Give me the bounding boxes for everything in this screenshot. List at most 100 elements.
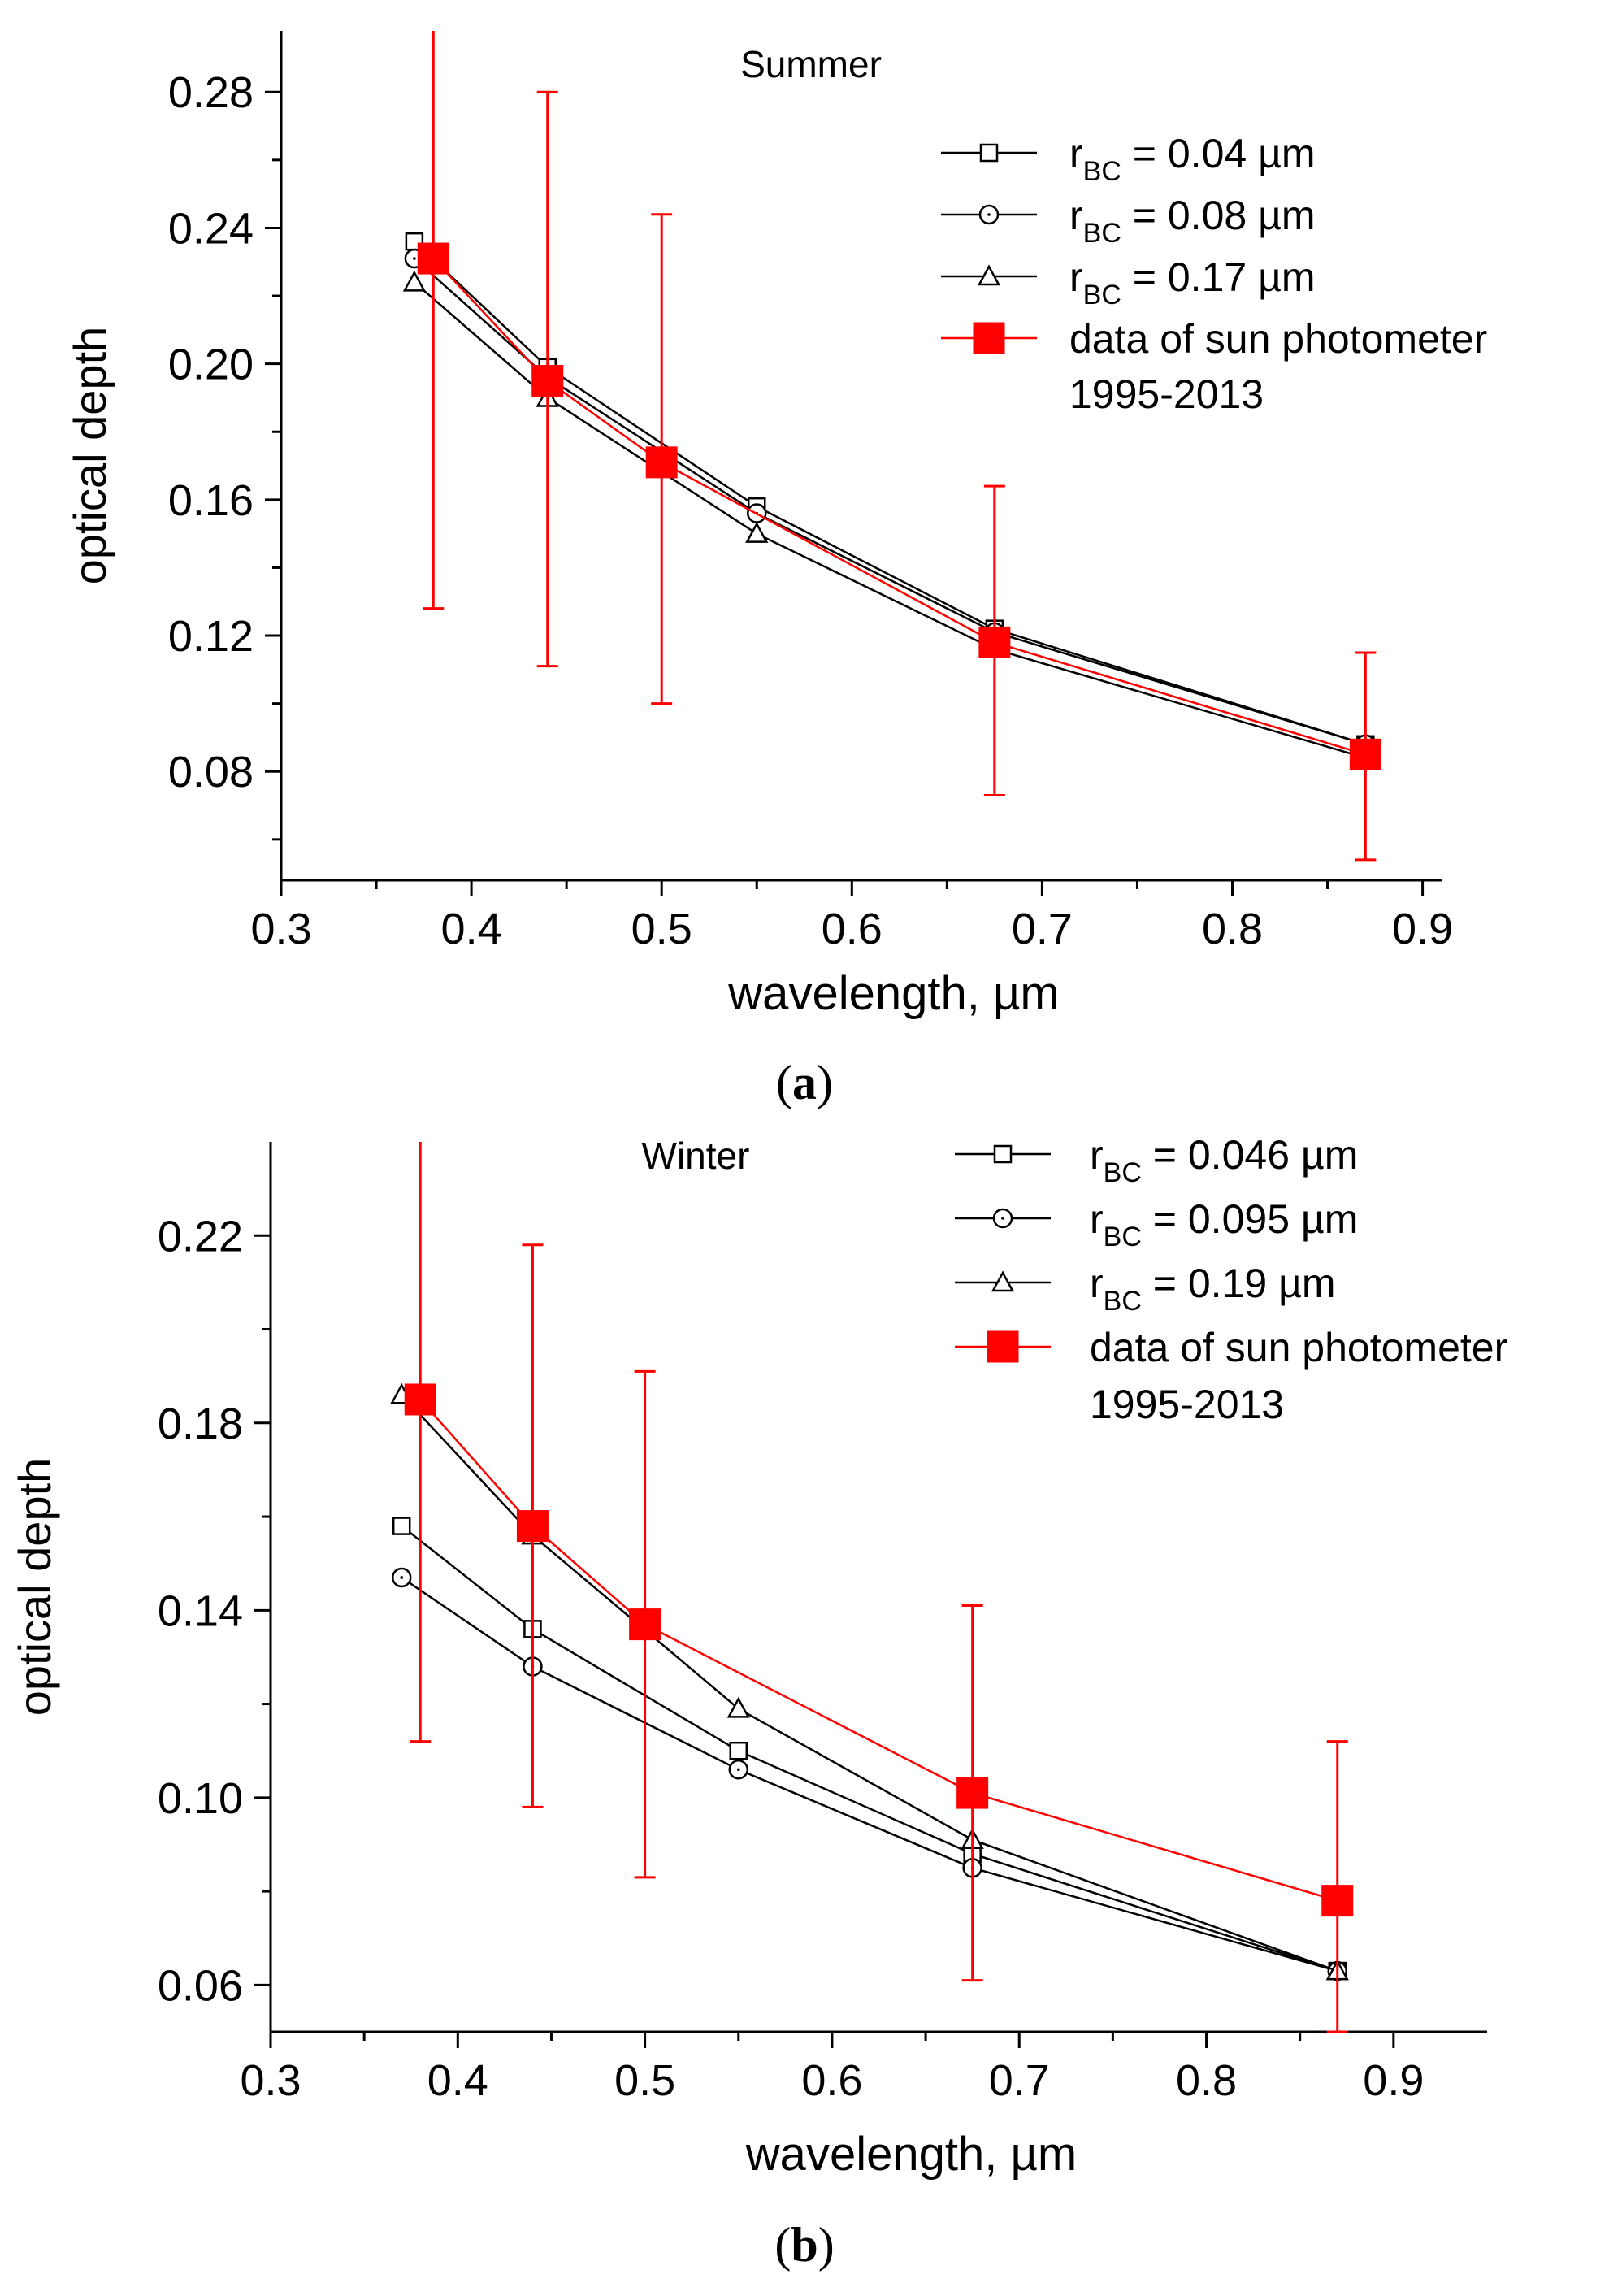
chart-winter: 0.3 0.4 0.5 0.6 0.7 0.8 0.9 0.06 0.10 0.14 0.18 0.2…	[9, 1132, 1507, 2272]
legend-marker	[993, 1144, 1013, 1164]
y-tick-label: 0.08	[168, 748, 254, 796]
x-ticks: 0.3 0.4 0.5 0.6 0.7 0.8 0.9	[250, 880, 1453, 953]
data-point	[956, 1777, 989, 1809]
panel-caption: (a)	[776, 1056, 833, 1109]
data-point-dot	[413, 257, 416, 260]
data-point	[645, 446, 678, 479]
data-point	[745, 522, 769, 543]
y-tick-label: 0.22	[158, 1212, 243, 1261]
legend-marker	[978, 204, 1000, 225]
data-point	[516, 1510, 549, 1543]
x-tick-label: 0.6	[822, 905, 883, 953]
x-tick-label: 0.5	[614, 2056, 675, 2105]
legend-label: rBC = 0.046 µm	[1090, 1132, 1358, 1188]
y-tick-label: 0.16	[168, 476, 254, 525]
data-point	[726, 1696, 750, 1718]
x-tick-label: 0.4	[441, 905, 502, 953]
y-tick-label: 0.12	[168, 612, 254, 661]
legend-entry: rBC = 0.04 µm	[941, 131, 1316, 187]
data-point	[629, 1608, 661, 1641]
y-tick-label: 0.20	[168, 341, 254, 389]
series-sun-photometer	[404, 1142, 1354, 2033]
data-point	[728, 1760, 749, 1780]
series-line	[401, 1525, 1338, 1973]
data-point	[978, 626, 1011, 658]
x-tick-label: 0.9	[1392, 905, 1453, 953]
x-ticks: 0.3 0.4 0.5 0.6 0.7 0.8 0.9	[240, 2032, 1424, 2105]
y-tick-label: 0.28	[168, 68, 254, 117]
panel-caption: (b)	[774, 2218, 834, 2272]
legend-marker	[991, 1270, 1015, 1292]
legend: rBC = 0.046 µm rBC = 0.095 µm rBC = 0.19 µ…	[955, 1132, 1507, 1427]
chart-summer: 0.3 0.4 0.5 0.6 0.7 0.8 0.9 0.08 0.12 0.16 0.20 0.2…	[64, 31, 1487, 1109]
legend-marker	[973, 322, 1005, 354]
legend-label: data of sun photometer	[1090, 1325, 1507, 1370]
error-bar	[423, 31, 445, 610]
data-point	[531, 365, 564, 397]
data-point	[417, 242, 449, 275]
x-axis-label: wavelength, µm	[745, 2128, 1077, 2181]
y-tick-label: 0.24	[168, 204, 254, 253]
data-point	[729, 1741, 748, 1760]
legend-entry: rBC = 0.046 µm	[955, 1132, 1358, 1188]
series-triangle	[390, 1382, 1349, 1981]
legend-entry: data of sun photometer 1995-2013	[955, 1325, 1507, 1427]
y-tick-label: 0.14	[158, 1586, 243, 1635]
legend-marker-dot	[987, 213, 991, 216]
legend-label: rBC = 0.095 µm	[1090, 1196, 1358, 1252]
legend-marker	[992, 1208, 1013, 1229]
x-tick-label: 0.6	[801, 2056, 862, 2105]
x-axis-label: wavelength, µm	[727, 967, 1059, 1020]
data-point	[1349, 738, 1381, 770]
chart-title: Winter	[642, 1135, 750, 1177]
legend-marker-dot	[1001, 1217, 1004, 1220]
y-axis-label: optical depth	[64, 327, 115, 585]
legend-marker	[979, 143, 999, 163]
legend-label-line2: 1995-2013	[1069, 371, 1264, 417]
series-line	[401, 1576, 1338, 1973]
legend-entry: rBC = 0.19 µm	[955, 1261, 1336, 1317]
data-point	[1321, 1885, 1354, 1917]
data-point	[404, 1383, 436, 1416]
legend-label: rBC = 0.08 µm	[1069, 193, 1316, 249]
error-bar	[410, 1142, 432, 1743]
y-tick-label: 0.06	[158, 1961, 243, 2010]
y-axis-label: optical depth	[9, 1458, 60, 1717]
x-tick-label: 0.7	[989, 2056, 1050, 2105]
legend-label: rBC = 0.17 µm	[1069, 254, 1316, 310]
legend-marker	[987, 1330, 1019, 1363]
x-tick-label: 0.5	[631, 905, 692, 953]
y-ticks: 0.06 0.10 0.14 0.18 0.22	[158, 1212, 271, 2010]
legend-entry: data of sun photometer 1995-2013	[941, 316, 1487, 417]
series-square	[392, 1517, 1347, 1981]
legend-marker	[977, 264, 1001, 286]
legend-label: rBC = 0.04 µm	[1069, 131, 1316, 187]
y-tick-label: 0.18	[158, 1400, 243, 1448]
x-tick-label: 0.8	[1202, 905, 1263, 953]
chart-title: Summer	[740, 43, 882, 85]
data-point	[392, 1517, 411, 1535]
x-tick-label: 0.3	[240, 2056, 301, 2105]
legend-label: rBC = 0.19 µm	[1090, 1261, 1336, 1317]
series-sun-photometer	[417, 31, 1381, 862]
x-tick-label: 0.7	[1012, 905, 1073, 953]
axes	[269, 1142, 1487, 2033]
legend-label: data of sun photometer	[1069, 316, 1487, 362]
axes	[280, 31, 1442, 882]
data-point	[402, 270, 426, 292]
x-tick-label: 0.4	[427, 2056, 488, 2105]
data-point-dot	[400, 1576, 404, 1579]
x-tick-label: 0.3	[250, 905, 311, 953]
series-square	[405, 232, 1375, 754]
y-tick-label: 0.10	[158, 1774, 243, 1823]
series-line	[401, 1394, 1338, 1973]
legend-label-line2: 1995-2013	[1090, 1382, 1284, 1427]
x-tick-label: 0.8	[1176, 2056, 1237, 2105]
legend-entry: rBC = 0.17 µm	[941, 254, 1316, 310]
x-tick-label: 0.9	[1363, 2056, 1424, 2105]
legend-entry: rBC = 0.08 µm	[941, 193, 1316, 249]
data-point-dot	[736, 1768, 740, 1772]
legend-entry: rBC = 0.095 µm	[955, 1196, 1358, 1252]
